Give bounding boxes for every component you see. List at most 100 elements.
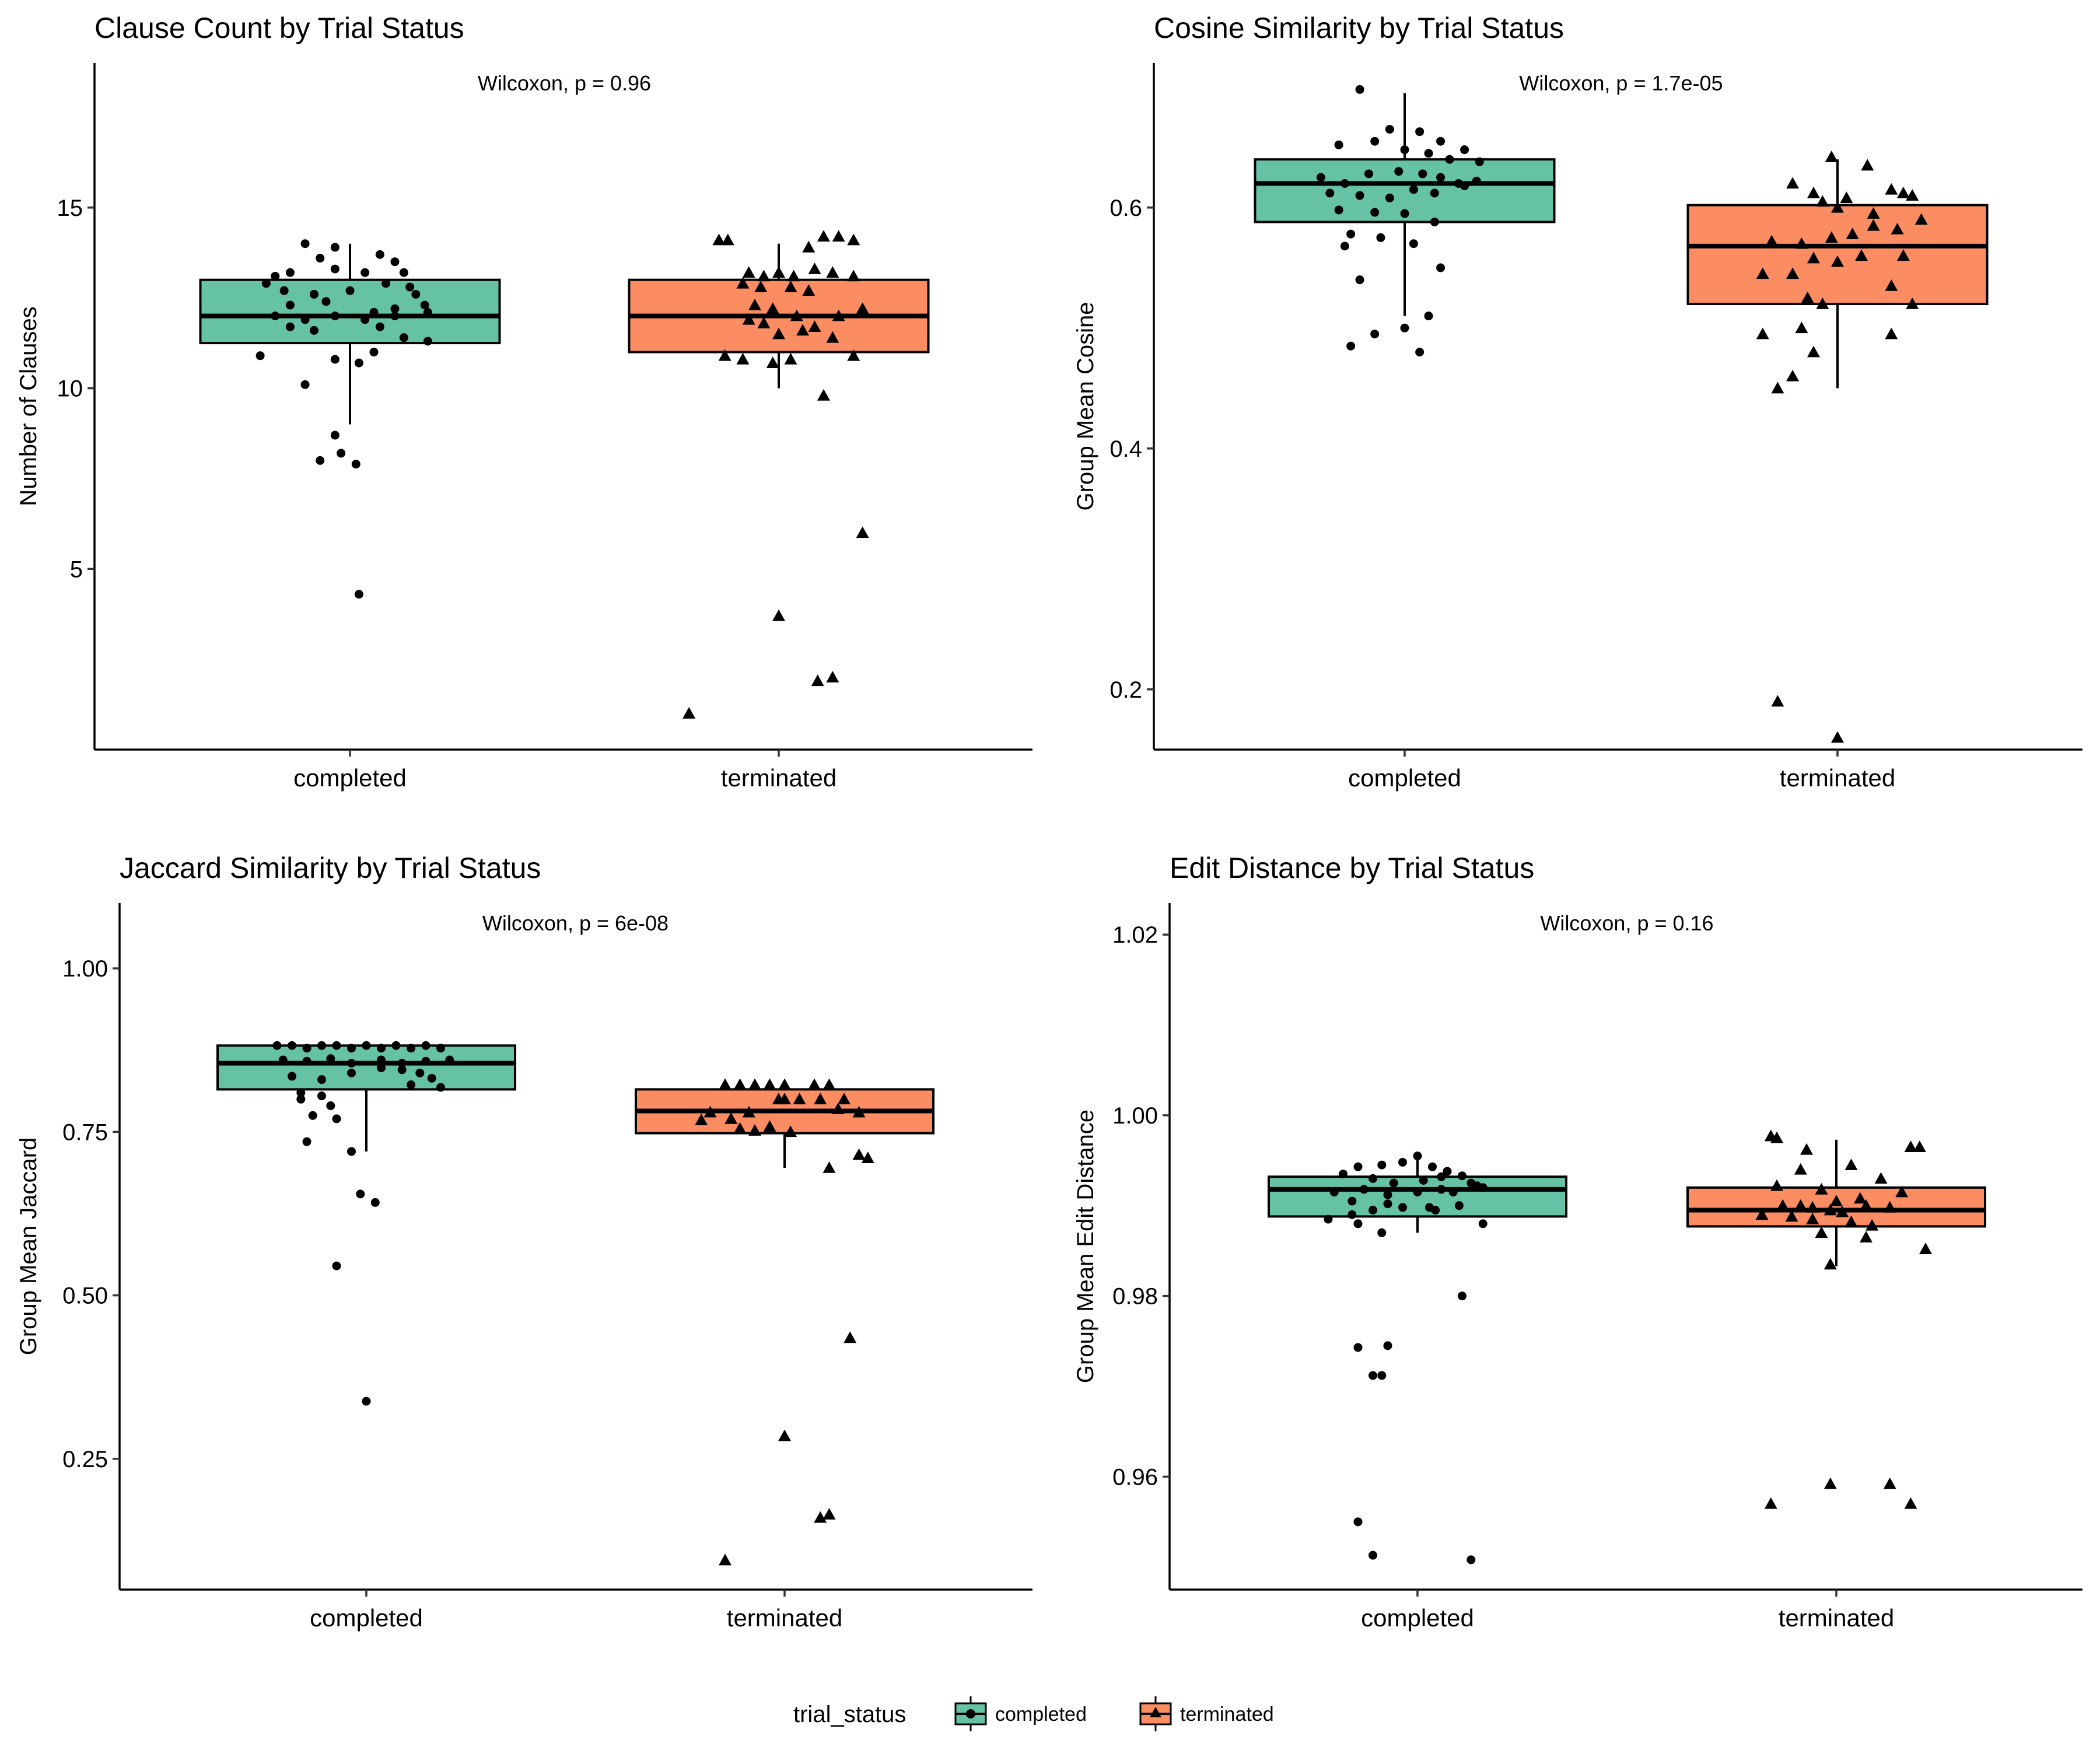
data-point bbox=[420, 300, 429, 310]
data-point bbox=[1394, 167, 1404, 176]
data-point bbox=[360, 268, 370, 277]
data-point bbox=[787, 270, 800, 282]
y-tick-label: 15 bbox=[57, 195, 83, 221]
data-point bbox=[1896, 187, 1910, 198]
data-point bbox=[1794, 1199, 1807, 1211]
data-point bbox=[330, 312, 340, 321]
legend-circle-icon bbox=[966, 1709, 975, 1718]
data-point bbox=[1807, 345, 1820, 358]
data-point bbox=[847, 270, 860, 282]
data-point bbox=[832, 230, 845, 242]
x-tick-label: terminated bbox=[727, 1604, 842, 1632]
data-point bbox=[271, 271, 280, 281]
data-point bbox=[377, 1044, 386, 1053]
data-point bbox=[682, 707, 696, 719]
data-point bbox=[1443, 1167, 1452, 1176]
y-tick-label: 0.75 bbox=[62, 1119, 108, 1145]
y-tick-label: 5 bbox=[70, 556, 83, 582]
data-point bbox=[808, 262, 821, 274]
data-point bbox=[1436, 136, 1446, 146]
points-terminated bbox=[1755, 1129, 1932, 1509]
data-point bbox=[309, 289, 318, 299]
data-point bbox=[1472, 176, 1481, 186]
data-point bbox=[733, 1078, 747, 1090]
data-point bbox=[1845, 1215, 1858, 1227]
data-point bbox=[415, 1068, 425, 1077]
data-point bbox=[332, 1114, 341, 1124]
data-point bbox=[1786, 369, 1800, 382]
data-point bbox=[852, 1105, 866, 1118]
x-tick-label: completed bbox=[310, 1604, 423, 1632]
data-point bbox=[300, 315, 310, 324]
data-point bbox=[1409, 185, 1418, 194]
data-point bbox=[1770, 1131, 1783, 1143]
data-point bbox=[1377, 1228, 1387, 1237]
wilcoxon-annotation: Wilcoxon, p = 1.7e-05 bbox=[1519, 71, 1723, 95]
data-point bbox=[1874, 1172, 1888, 1184]
data-point bbox=[822, 1078, 836, 1090]
data-point bbox=[1377, 1371, 1387, 1380]
data-point bbox=[256, 351, 265, 360]
data-point bbox=[790, 309, 803, 321]
data-point bbox=[847, 349, 860, 361]
data-point bbox=[1368, 1550, 1377, 1560]
chart-title: Jaccard Similarity by Trial Status bbox=[120, 852, 541, 884]
data-point bbox=[831, 1102, 845, 1114]
data-point bbox=[796, 324, 810, 336]
data-point bbox=[411, 289, 421, 299]
data-point bbox=[436, 1044, 445, 1053]
data-point bbox=[778, 1078, 791, 1090]
y-tick-label: 0.50 bbox=[62, 1283, 108, 1309]
data-point bbox=[316, 254, 325, 263]
data-point bbox=[1353, 1517, 1363, 1527]
data-point bbox=[407, 1080, 415, 1090]
data-point bbox=[784, 281, 797, 292]
data-point bbox=[421, 1056, 430, 1066]
data-point bbox=[1355, 275, 1364, 285]
data-point bbox=[793, 1093, 806, 1105]
chart-title: Clause Count by Trial Status bbox=[94, 12, 464, 44]
data-point bbox=[1825, 231, 1838, 243]
data-point bbox=[369, 348, 379, 357]
data-point bbox=[1885, 279, 1898, 291]
data-point bbox=[724, 1112, 738, 1124]
box-iqr bbox=[1686, 204, 1989, 305]
data-point bbox=[1368, 1174, 1377, 1183]
data-point bbox=[772, 1093, 785, 1105]
data-point bbox=[1896, 249, 1910, 261]
box-completed bbox=[1254, 93, 1556, 316]
data-point bbox=[1428, 1162, 1437, 1171]
data-point bbox=[772, 266, 785, 278]
y-axis-title: Group Mean Jaccard bbox=[16, 1138, 41, 1356]
data-point bbox=[784, 1125, 797, 1138]
data-point bbox=[399, 333, 408, 342]
data-point bbox=[288, 1041, 296, 1050]
data-point bbox=[1437, 1172, 1446, 1181]
data-point bbox=[1840, 191, 1853, 204]
data-point bbox=[436, 1083, 445, 1092]
data-point bbox=[784, 352, 797, 365]
box-terminated bbox=[1686, 159, 1989, 388]
data-point bbox=[261, 279, 271, 288]
y-tick-label: 0.6 bbox=[1110, 195, 1142, 221]
y-tick-label: 10 bbox=[57, 376, 83, 402]
data-point bbox=[1831, 731, 1844, 743]
data-point bbox=[1824, 1258, 1837, 1270]
data-point bbox=[1831, 255, 1844, 267]
y-tick-label: 1.00 bbox=[1112, 1103, 1158, 1129]
y-tick-label: 1.00 bbox=[62, 956, 108, 982]
data-point bbox=[1400, 323, 1409, 332]
data-point bbox=[377, 1055, 386, 1065]
data-point bbox=[1883, 1200, 1896, 1213]
data-point bbox=[1445, 155, 1454, 164]
data-point bbox=[754, 281, 768, 292]
legend-triangle-icon bbox=[1150, 1707, 1161, 1717]
wilcoxon-annotation: Wilcoxon, p = 6e-08 bbox=[482, 911, 668, 935]
box-iqr bbox=[1268, 1175, 1567, 1218]
box-terminated bbox=[628, 243, 930, 388]
data-point bbox=[736, 276, 750, 289]
y-axis-title: Group Mean Edit Distance bbox=[1073, 1110, 1098, 1383]
data-point bbox=[1846, 228, 1859, 240]
data-point bbox=[1824, 1477, 1837, 1489]
